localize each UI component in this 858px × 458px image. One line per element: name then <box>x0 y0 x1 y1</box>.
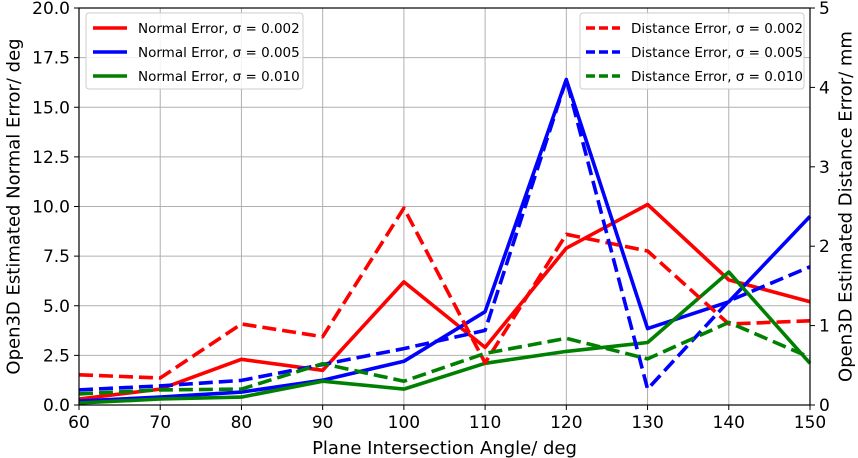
y-left-tick-label: 12.5 <box>32 148 70 168</box>
x-tick-label: 70 <box>149 413 171 433</box>
y-right-tick-label: 4 <box>819 78 830 98</box>
y-left-tick-label: 5.0 <box>43 297 70 317</box>
legend-normal-error: Normal Error, σ = 0.002 Normal Error, σ =… <box>85 12 304 90</box>
y-left-tick-label: 15.0 <box>32 98 70 118</box>
legend-entry-label: Normal Error, σ = 0.010 <box>138 69 300 85</box>
y-right-tick-label: 0 <box>819 396 830 416</box>
series-line-5 <box>78 77 811 392</box>
y-right-tick-label: 1 <box>819 317 830 337</box>
y-left-tick-label: 20.0 <box>32 0 70 19</box>
x-tick-label: 110 <box>469 413 501 433</box>
series-lines <box>78 77 812 405</box>
y-axis-left-label: Open3D Estimated Normal Error/ deg <box>4 38 25 374</box>
series-line-4 <box>78 206 811 380</box>
x-axis-label: Plane Intersection Angle/ deg <box>312 438 577 458</box>
legend-entry-label: Distance Error, σ = 0.002 <box>631 21 803 37</box>
legend-entry-label: Distance Error, σ = 0.005 <box>631 45 803 61</box>
x-tick-label: 120 <box>550 413 582 433</box>
series-line-1 <box>78 202 811 401</box>
legend-entry-label: Normal Error, σ = 0.002 <box>138 21 300 37</box>
y-left-tick-label: 17.5 <box>32 49 70 69</box>
y-right-tick-label: 2 <box>819 237 830 257</box>
y-left-tick-label: 0.0 <box>43 396 70 416</box>
x-tick-label: 60 <box>68 413 90 433</box>
axis-ticks: 60 70 80 90 100 110 120 130 140 1500.02.55.07.510… <box>32 0 830 433</box>
x-tick-label: 130 <box>631 413 663 433</box>
y-right-tick-label: 3 <box>819 158 830 178</box>
legend-distance-error: Distance Error, σ = 0.002 Distance Error,… <box>579 12 805 90</box>
x-tick-label: 100 <box>388 413 420 433</box>
series-line-3 <box>78 270 812 405</box>
x-tick-label: 150 <box>794 413 826 433</box>
y-right-tick-label: 5 <box>819 0 830 19</box>
x-tick-label: 90 <box>312 413 334 433</box>
legend-entry-label: Normal Error, σ = 0.005 <box>138 45 300 61</box>
x-tick-label: 140 <box>713 413 745 433</box>
series-line-2 <box>78 77 812 403</box>
y-left-tick-label: 10.0 <box>32 198 70 218</box>
y-axis-right-label: Open3D Estimated Distance Error/ mm <box>836 31 857 382</box>
legend-entry-label: Distance Error, σ = 0.010 <box>631 69 803 85</box>
y-left-tick-label: 7.5 <box>43 247 70 267</box>
series-line-6 <box>78 320 811 396</box>
x-tick-label: 80 <box>231 413 253 433</box>
y-left-tick-label: 2.5 <box>43 346 70 366</box>
